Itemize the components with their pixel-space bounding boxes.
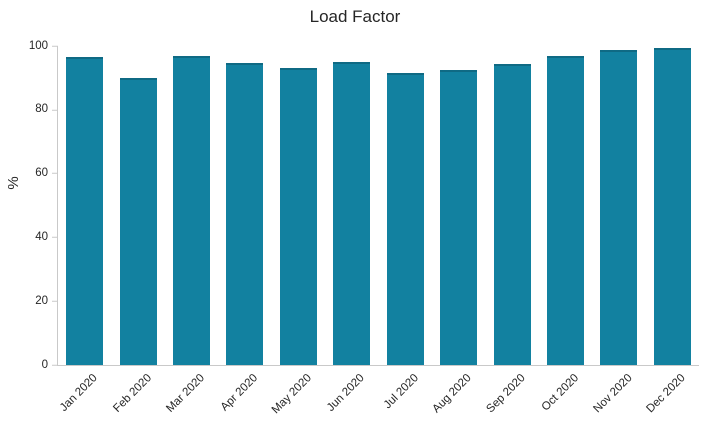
bar-jul-2020[interactable] (386, 73, 424, 365)
y-tick-mark (52, 45, 58, 47)
y-tick-mark (52, 300, 58, 302)
x-tick-label: Jul 2020 (381, 372, 421, 412)
y-tick: 80 (35, 104, 58, 116)
x-tick-label: May 2020 (269, 372, 314, 417)
bar-sep-2020[interactable] (493, 63, 531, 365)
y-tick-label: 80 (35, 103, 48, 116)
y-tick-mark (52, 173, 58, 175)
bar-band (272, 46, 325, 365)
bar-dec-2020[interactable] (653, 47, 691, 365)
y-tick-label: 60 (35, 166, 48, 179)
y-tick: 0 (42, 359, 58, 371)
x-tick-label: Sep 2020 (484, 372, 528, 416)
bar-mar-2020[interactable] (173, 55, 211, 365)
x-tick-label: Mar 2020 (164, 372, 208, 415)
x-tick-label: Aug 2020 (430, 372, 475, 416)
bars-container (58, 46, 699, 365)
bar-jan-2020[interactable] (66, 57, 104, 365)
x-tick-label: Oct 2020 (539, 372, 581, 414)
bar-band (485, 46, 538, 365)
x-tick-label: Dec 2020 (644, 372, 688, 416)
y-axis-title: % (5, 176, 22, 190)
y-tick-mark (52, 364, 58, 366)
y-tick: 100 (29, 40, 58, 52)
y-tick-mark (52, 109, 58, 111)
bar-band (432, 46, 485, 365)
bar-band (592, 46, 645, 365)
bar-jun-2020[interactable] (333, 61, 371, 365)
plot-area: Jan 2020 Feb 2020 Mar 2020 Apr 2020 May 2020… (29, 40, 699, 416)
y-tick: 60 (35, 166, 58, 180)
x-tick-label: Nov 2020 (591, 372, 635, 416)
bar-band (218, 46, 271, 365)
x-tick-label: Feb 2020 (110, 372, 154, 415)
y-tick: 20 (35, 295, 58, 307)
bar-oct-2020[interactable] (547, 55, 584, 365)
bar-nov-2020[interactable] (600, 50, 638, 365)
x-tick-label: Jun 2020 (325, 372, 368, 414)
x-tick-label: Apr 2020 (218, 372, 261, 414)
bar-aug-2020[interactable] (440, 69, 478, 365)
y-tick-mark (52, 236, 58, 238)
bar-band (539, 46, 592, 365)
bar-may-2020[interactable] (279, 67, 317, 365)
x-tick-label: Jan 2020 (58, 372, 101, 414)
bar-feb-2020[interactable] (119, 78, 157, 365)
y-tick-label: 20 (35, 294, 48, 307)
bar-apr-2020[interactable] (226, 62, 264, 365)
bar-band (646, 46, 699, 365)
bar-band (165, 46, 218, 365)
bar-band (58, 46, 111, 365)
y-tick-label: 100 (28, 39, 48, 52)
y-tick: 40 (35, 230, 58, 244)
x-axis-labels: Jan 2020 Feb 2020 Mar 2020 Apr 2020 May 2020… (58, 365, 699, 423)
y-tick-label: 40 (35, 230, 48, 243)
bar-band (379, 46, 432, 365)
bar-band (325, 46, 378, 365)
bar-band (111, 46, 164, 365)
chart-title: Load Factor (309, 7, 401, 26)
y-tick-label: 0 (41, 358, 48, 371)
